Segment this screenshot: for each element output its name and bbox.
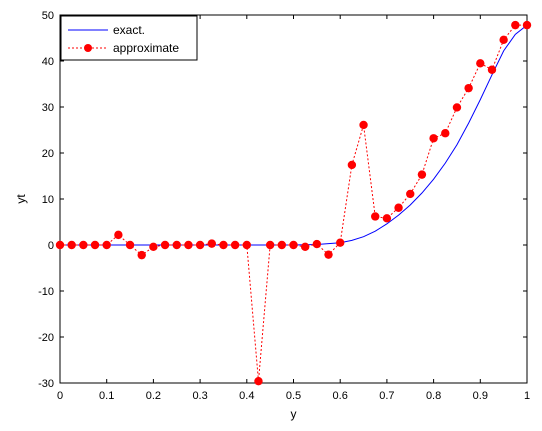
legend-label-exact: exact. xyxy=(113,23,145,37)
legend-label-approximate: approximate xyxy=(113,41,179,55)
legend-box xyxy=(60,15,198,61)
approximate-point xyxy=(137,250,146,260)
approximate-point xyxy=(265,240,275,250)
approximate-point xyxy=(67,240,76,250)
y-tick-label: -20 xyxy=(38,332,54,344)
series-layer xyxy=(55,20,532,386)
y-tick-label: 50 xyxy=(42,10,54,22)
y-axis-label: yt xyxy=(14,194,28,204)
y-tick-label: -30 xyxy=(38,378,54,390)
approximate-point xyxy=(114,230,123,240)
y-tick-label: 20 xyxy=(42,148,54,160)
x-axis-label: y xyxy=(291,407,297,421)
x-tick-label: 0.5 xyxy=(286,390,301,402)
x-tick-label: 0.1 xyxy=(99,390,114,402)
approximate-point xyxy=(324,250,333,259)
legend: exact. approximate xyxy=(60,15,198,61)
approximate-point xyxy=(149,242,158,252)
approximate-point xyxy=(289,240,298,250)
plot-area xyxy=(59,14,528,384)
approximate-point xyxy=(382,214,392,223)
approximate-point xyxy=(476,59,485,68)
x-tick-label: 0.4 xyxy=(239,390,254,402)
approximate-point xyxy=(441,129,450,138)
approximate-point xyxy=(487,65,497,74)
approximate-point xyxy=(300,242,310,252)
y-tick-label: 10 xyxy=(42,194,54,206)
approximate-point xyxy=(429,134,438,143)
approximate-point xyxy=(336,238,345,247)
approximate-point xyxy=(184,240,193,250)
approximate-point xyxy=(125,240,135,250)
approximate-point xyxy=(102,240,111,250)
approximate-point xyxy=(90,240,100,250)
y-tick-label: -10 xyxy=(38,286,54,298)
y-tick-label: 30 xyxy=(42,102,54,114)
x-tick-label: 0.9 xyxy=(473,390,488,402)
approximate-point xyxy=(219,240,228,250)
approximate-point xyxy=(417,170,427,179)
approximate-point xyxy=(55,240,65,250)
approximate-point xyxy=(347,160,357,170)
approximate-point xyxy=(79,240,88,250)
approximate-point xyxy=(254,376,263,386)
x-tick-label: 0.7 xyxy=(379,390,394,402)
y-tick-label: 0 xyxy=(48,240,54,252)
approximate-point xyxy=(277,240,287,250)
x-tick-label: 0.8 xyxy=(426,390,441,402)
x-tick-label: 0.3 xyxy=(192,390,207,402)
approximate-point xyxy=(242,240,251,250)
approximate-point xyxy=(522,20,532,30)
approximate-point xyxy=(452,103,462,112)
approximate-point xyxy=(464,83,473,93)
approximate-point xyxy=(230,240,240,250)
legend-marker-approximate xyxy=(84,44,92,52)
approximate-point xyxy=(312,239,322,249)
y-tick-label: 40 xyxy=(42,56,54,68)
x-tick-label: 0.2 xyxy=(146,390,161,402)
x-tick-label: 1 xyxy=(524,390,530,402)
axis-ticks: 0 0.1 0.2 0.3 0.4 0.5 0.6 0.7 0.8 0.9 1 -30 -20 -10 0 1… xyxy=(38,10,530,402)
approximate-point xyxy=(511,20,520,30)
approximate-point xyxy=(172,240,181,250)
x-tick-label: 0 xyxy=(57,390,63,402)
approximate-point xyxy=(195,240,205,250)
approximate-point xyxy=(394,203,403,212)
approximate-point xyxy=(359,120,368,130)
approximate-point xyxy=(207,239,216,248)
approximate-point xyxy=(160,240,170,250)
x-tick-label: 0.6 xyxy=(333,390,348,402)
approximate-point xyxy=(371,212,380,221)
approximate-point xyxy=(406,189,415,199)
approximate-point xyxy=(499,35,508,45)
